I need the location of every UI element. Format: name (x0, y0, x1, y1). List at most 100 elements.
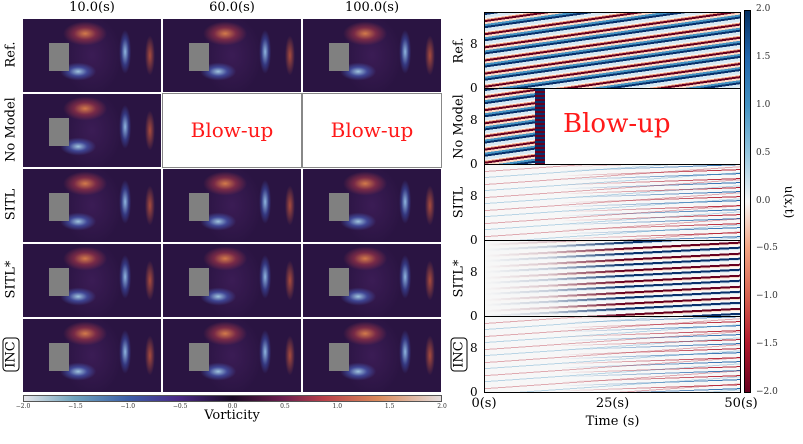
blowup-panel: Blow-up (302, 93, 442, 168)
vortex-field (303, 169, 441, 242)
ux-colorbar-tick: −1.0 (756, 291, 778, 302)
vorticity-panel (22, 168, 162, 243)
obstacle (189, 193, 209, 221)
ux-x-axis-label: Time (s) (585, 414, 640, 429)
vorticity-tick: 2.0 (437, 403, 447, 410)
left-row-label-sitl: SITL (3, 188, 19, 221)
right-row-label-sitl-star: SITL* (451, 259, 467, 298)
ux-colorbar-tick: 0.0 (756, 195, 771, 206)
blowup-panel: Blow-up (162, 93, 302, 168)
ux-x-tick: 25(s) (595, 396, 630, 411)
column-title-100s: 100.0(s) (344, 0, 400, 15)
vortex-field (303, 244, 441, 317)
vorticity-colorbar-label: Vorticity (204, 408, 260, 423)
obstacle (49, 118, 69, 146)
vorticity-panel (162, 18, 302, 93)
right-row-label-inc: INC (450, 318, 468, 392)
vorticity-panel (302, 318, 442, 393)
vortex-field (163, 244, 301, 317)
obstacle (49, 193, 69, 221)
ux-colorbar-tick: 2.0 (756, 4, 771, 14)
ux-y-tick-0: 0 (470, 233, 478, 247)
ux-no-model-blowup-band (535, 89, 545, 164)
vortex-field (23, 244, 161, 317)
vorticity-tick: 0.5 (280, 403, 290, 410)
ux-colorbar-tick: −2.0 (756, 387, 778, 397)
vorticity-panel (162, 243, 302, 318)
column-title-60s: 60.0(s) (209, 0, 255, 15)
ux-x-tick: 0(s) (471, 396, 497, 411)
vorticity-tick: 0.0 (227, 403, 238, 410)
obstacle (329, 193, 349, 221)
ux-colorbar-tick: −1.5 (756, 339, 778, 350)
vorticity-tick: 1.5 (384, 403, 395, 410)
right-row-label-ref: Ref. (451, 37, 467, 64)
ux-colorbar-tick: 0.5 (756, 147, 771, 158)
ux-colorbar-tick: 1.0 (756, 99, 771, 110)
blowup-text: Blow-up (330, 118, 414, 142)
ux-colorbar-label: u(x,t) (782, 185, 796, 219)
vorticity-tick: 1.0 (332, 403, 343, 410)
vorticity-panel (162, 318, 302, 393)
ux-y-tick-8: 8 (470, 189, 478, 203)
vortex-field (163, 19, 301, 92)
ux-colorbar-tick: 1.5 (756, 51, 771, 62)
ux-panel-inc (484, 316, 741, 393)
ux-no-model-partial (485, 89, 535, 164)
vortex-field (23, 94, 161, 167)
ux-y-tick-0: 0 (470, 81, 478, 95)
ux-x-tick: 50(s) (724, 396, 758, 411)
ux-panel-sitl-star (484, 240, 741, 317)
left-row-label-ref: Ref. (3, 41, 19, 68)
obstacle (329, 343, 349, 371)
blowup-text: Blow-up (190, 118, 274, 142)
vorticity-panel (302, 243, 442, 318)
vorticity-panel (302, 18, 442, 93)
ux-y-tick-0: 0 (470, 157, 478, 171)
vorticity-panel (162, 168, 302, 243)
ux-panel-sitl (484, 164, 741, 241)
left-row-label-sitl-star: SITL* (3, 260, 19, 299)
left-row-label-no-model: No Model (3, 97, 19, 162)
right-row-label-no-model: No Model (451, 94, 467, 159)
ux-y-tick-8: 8 (470, 265, 478, 279)
ux-colorbar (744, 10, 751, 393)
vortex-field (23, 319, 161, 392)
ux-blowup-text: Blow-up (563, 109, 671, 139)
vortex-field (23, 19, 161, 92)
obstacle (49, 343, 69, 371)
obstacle (329, 268, 349, 296)
obstacle (329, 43, 349, 71)
vorticity-tick: −1.0 (120, 403, 136, 410)
ux-y-tick-0: 0 (470, 309, 478, 323)
vorticity-colorbar (23, 395, 442, 402)
vortex-field (23, 169, 161, 242)
obstacle (189, 43, 209, 71)
obstacle (189, 343, 209, 371)
vortex-field (163, 319, 301, 392)
vortex-field (303, 19, 441, 92)
vorticity-panel (22, 93, 162, 168)
right-row-label-sitl: SITL (451, 186, 467, 219)
vorticity-panel (302, 168, 442, 243)
vorticity-tick: −0.5 (172, 403, 188, 410)
vorticity-panel (22, 318, 162, 393)
ux-panel-no-model: Blow-up (484, 88, 741, 165)
left-row-label-inc: INC (2, 318, 20, 392)
vortex-field (163, 169, 301, 242)
vortex-field (303, 319, 441, 392)
inc-label-box: INC (2, 337, 20, 372)
vorticity-tick: −1.5 (68, 403, 83, 410)
ux-y-tick-8: 8 (470, 113, 478, 127)
obstacle (49, 268, 69, 296)
obstacle (189, 268, 209, 296)
ux-panel-ref (484, 12, 741, 89)
ux-y-tick-0: 0 (470, 385, 478, 399)
inc-label-box-right: INC (450, 337, 468, 372)
vorticity-panel (22, 18, 162, 93)
ux-colorbar-tick: −0.5 (756, 243, 778, 254)
ux-y-tick-8: 8 (470, 37, 478, 51)
column-title-10s: 10.0(s) (69, 0, 115, 15)
ux-y-tick-8: 8 (470, 341, 478, 355)
